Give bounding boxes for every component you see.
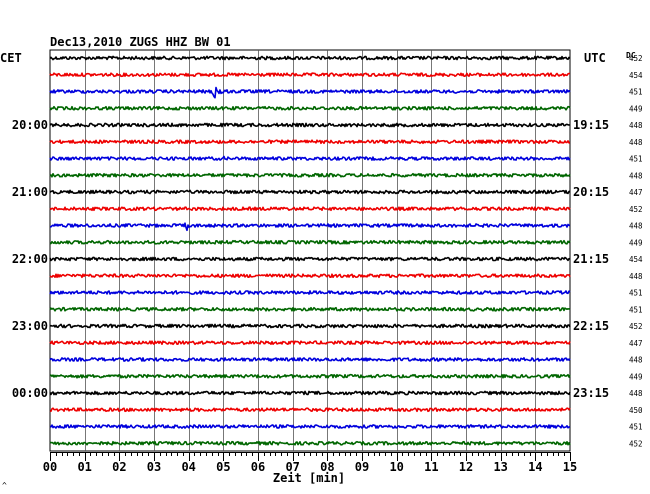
dc-value: 450 <box>629 406 643 415</box>
trace-row-3 <box>49 105 571 111</box>
trace-row-21 <box>49 407 571 413</box>
dc-value: 451 <box>629 88 643 97</box>
trace-row-4 <box>49 122 571 128</box>
dc-value: 454 <box>629 255 643 264</box>
cet-hour-label: 21:00 <box>12 185 48 199</box>
dc-value: 447 <box>629 339 643 348</box>
cet-hour-label: 00:00 <box>12 386 48 400</box>
x-tick-label: 04 <box>181 460 195 474</box>
plot-frame <box>49 49 571 452</box>
chart-title: Dec13,2010 ZUGS HHZ BW 01 <box>50 35 231 49</box>
cet-hour-label: 23:00 <box>12 319 48 333</box>
x-tick-label: 13 <box>493 460 507 474</box>
trace-row-19 <box>49 373 571 379</box>
trace-row-14 <box>49 290 571 295</box>
trace-row-15 <box>49 306 571 312</box>
dc-value: 448 <box>629 138 643 147</box>
x-tick-label: 05 <box>216 460 230 474</box>
x-tick-label: 07 <box>285 460 299 474</box>
dc-value: 454 <box>629 71 643 80</box>
trace-row-7 <box>49 172 571 178</box>
trace-row-12 <box>49 256 570 262</box>
dc-value: 449 <box>629 372 643 381</box>
x-tick-label: 09 <box>355 460 369 474</box>
dc-value: 451 <box>629 155 643 164</box>
utc-hour-label: 23:15 <box>573 386 609 400</box>
x-axis: 00 01 02 03 04 05 06 07 08 09 10 11 12 13 14 15 <box>43 452 577 474</box>
trace-row-22 <box>49 424 571 429</box>
trace-row-1 <box>49 72 571 78</box>
dc-value: 448 <box>629 389 643 398</box>
dc-value: 451 <box>629 289 643 298</box>
grid-lines <box>49 49 571 452</box>
x-tick-label: 15 <box>563 460 577 474</box>
utc-hour-label: 21:15 <box>573 252 609 266</box>
trace-row-16 <box>49 323 571 329</box>
trace-row-0 <box>49 55 571 61</box>
dc-label: DC <box>626 51 636 60</box>
x-tick-label: 02 <box>112 460 126 474</box>
x-tick-label: 12 <box>459 460 473 474</box>
utc-axis-label: UTC <box>584 51 606 65</box>
dc-value: 452 <box>629 322 643 331</box>
cet-axis-label: CET <box>0 51 22 65</box>
x-axis-label: Zeit [min] <box>273 471 345 485</box>
dc-value: 451 <box>629 423 643 432</box>
x-tick-label: 10 <box>389 460 403 474</box>
dc-value: 449 <box>629 238 643 247</box>
dc-value: 452 <box>629 54 643 63</box>
trace-row-5 <box>49 139 571 145</box>
dc-value: 452 <box>629 439 643 448</box>
dc-value: 448 <box>629 222 643 231</box>
cet-hour-label: 20:00 <box>12 118 48 132</box>
hour-labels: 20:00 19:15 21:00 20:15 22:00 21:15 23:00 22:15… <box>12 118 609 400</box>
trace-series <box>49 55 571 446</box>
x-tick-label: 14 <box>528 460 542 474</box>
utc-hour-label: 22:15 <box>573 319 609 333</box>
trace-row-18 <box>49 357 571 362</box>
utc-hour-label: 19:15 <box>573 118 609 132</box>
dc-value: 448 <box>629 272 643 281</box>
trace-row-20 <box>49 390 571 396</box>
trace-row-2 <box>49 86 571 99</box>
x-tick-label: 08 <box>320 460 334 474</box>
dc-value: 452 <box>629 205 643 214</box>
trace-row-6 <box>49 155 571 161</box>
dc-value: 448 <box>629 171 643 180</box>
x-tick-label: 00 <box>43 460 57 474</box>
dc-value: 451 <box>629 305 643 314</box>
dc-value: 447 <box>629 188 643 197</box>
dc-value: 448 <box>629 121 643 130</box>
x-tick-label: 01 <box>77 460 91 474</box>
trace-row-9 <box>49 206 571 212</box>
utc-hour-label: 20:15 <box>573 185 609 199</box>
trace-row-11 <box>49 239 571 245</box>
dc-value: 449 <box>629 104 643 113</box>
cet-hour-label: 22:00 <box>12 252 48 266</box>
trace-row-17 <box>49 340 571 346</box>
trace-row-23 <box>49 440 571 446</box>
x-tick-label: 03 <box>147 460 161 474</box>
trace-row-10 <box>50 222 571 232</box>
x-tick-label: 06 <box>251 460 265 474</box>
footer-mark: ^ <box>2 481 7 490</box>
trace-row-8 <box>49 189 571 195</box>
dc-value: 448 <box>629 356 643 365</box>
dc-labels: 452 454 451 449 448 448 451 448 447 452 448 449 454 4… <box>629 54 643 448</box>
x-tick-label: 11 <box>424 460 438 474</box>
trace-row-13 <box>49 273 571 279</box>
